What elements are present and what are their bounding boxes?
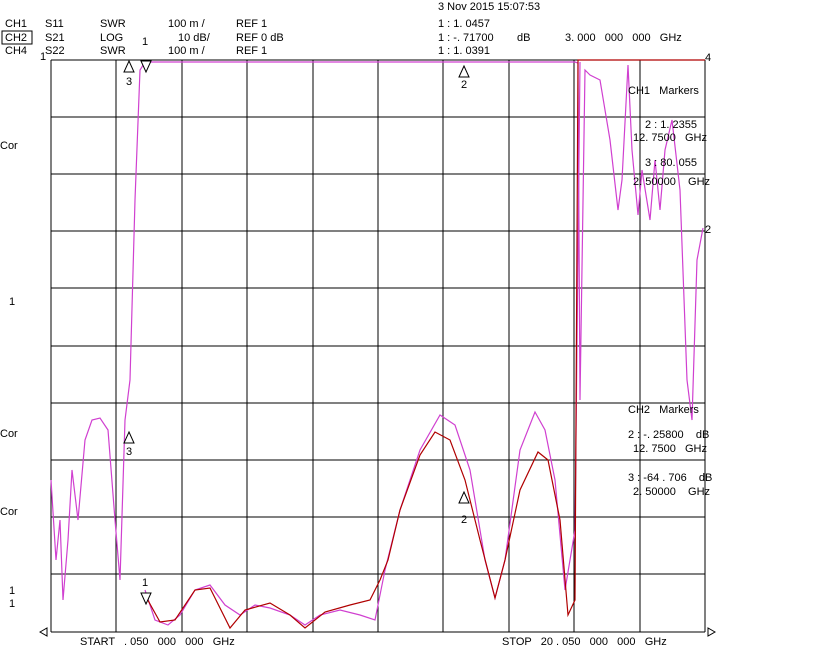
marker-value: 2 : -. 25800 dB — [628, 429, 709, 441]
start-freq: START . 050 000 000 GHz — [80, 636, 235, 646]
left-label: 1 — [40, 51, 46, 63]
format: SWR — [100, 18, 126, 30]
scale: 10 dB/ — [178, 32, 211, 44]
trace-marker: 1 — [142, 36, 148, 48]
trace-marker: 3 — [126, 76, 132, 88]
channel: CH1 — [5, 18, 27, 30]
ref: REF 1 — [236, 45, 267, 57]
marker-triangle — [458, 64, 470, 78]
trace-marker: 2 — [461, 79, 467, 91]
marker-readout: 1 : -. 71700 — [438, 32, 494, 44]
marker-freq: 3. 000 000 000 GHz — [565, 32, 682, 44]
marker-triangle — [140, 592, 152, 606]
param: S22 — [45, 45, 65, 57]
channel: CH4 — [5, 45, 27, 57]
marker-readout: 1 : 1. 0457 — [438, 18, 490, 30]
grid — [50, 59, 706, 633]
marker-triangle — [458, 490, 470, 504]
marker-title: CH2 Markers — [628, 404, 699, 416]
marker-triangle — [123, 59, 135, 73]
trace-s11 — [144, 61, 581, 626]
format: LOG — [100, 32, 123, 44]
scale: 100 m / — [168, 45, 206, 57]
format: SWR — [100, 45, 126, 57]
marker-freq: 2. 50000 GHz — [633, 176, 710, 188]
unit: dB — [517, 32, 530, 44]
stop-pointer — [707, 627, 717, 637]
marker-value: 3 : 80. 055 — [645, 157, 697, 169]
trace-marker: 2 — [461, 514, 467, 526]
trace-marker: 3 — [126, 446, 132, 458]
start-pointer — [38, 627, 48, 637]
channel: CH2 — [5, 32, 27, 44]
trace-s21 — [50, 61, 704, 601]
left-label: Cor — [0, 140, 18, 152]
scale: 100 m / — [168, 18, 206, 30]
left-label: 1 — [9, 296, 15, 308]
param: S21 — [45, 32, 65, 44]
marker-readout: 1 : 1. 0391 — [438, 45, 490, 57]
trace-s22 — [144, 59, 705, 630]
left-label: 1 — [9, 598, 15, 610]
active-channel-box — [1, 30, 33, 45]
marker-triangle — [123, 430, 135, 444]
marker-triangle — [140, 60, 152, 74]
datetime: 3 Nov 2015 15:07:53 — [438, 1, 540, 13]
marker-value: 3 : -64 . 706 dB — [628, 472, 712, 484]
trace-marker: 2 — [705, 224, 711, 236]
left-label: Cor — [0, 506, 18, 518]
marker-freq: 12. 7500 GHz — [633, 132, 707, 144]
marker-freq: 12. 7500 GHz — [633, 443, 707, 455]
trace-marker: 1 — [142, 577, 148, 589]
trace-marker: 4 — [705, 52, 711, 64]
param: S11 — [45, 18, 64, 30]
ref: REF 1 — [236, 18, 267, 30]
ref: REF 0 dB — [236, 32, 284, 44]
stop-freq: STOP 20 . 050 000 000 GHz — [502, 636, 667, 646]
left-label: 1 — [9, 585, 15, 597]
marker-value: 2 : 1. 2355 — [645, 119, 697, 131]
marker-freq: 2. 50000 GHz — [633, 486, 710, 498]
marker-title: CH1 Markers — [628, 85, 699, 97]
left-label: Cor — [0, 428, 18, 440]
